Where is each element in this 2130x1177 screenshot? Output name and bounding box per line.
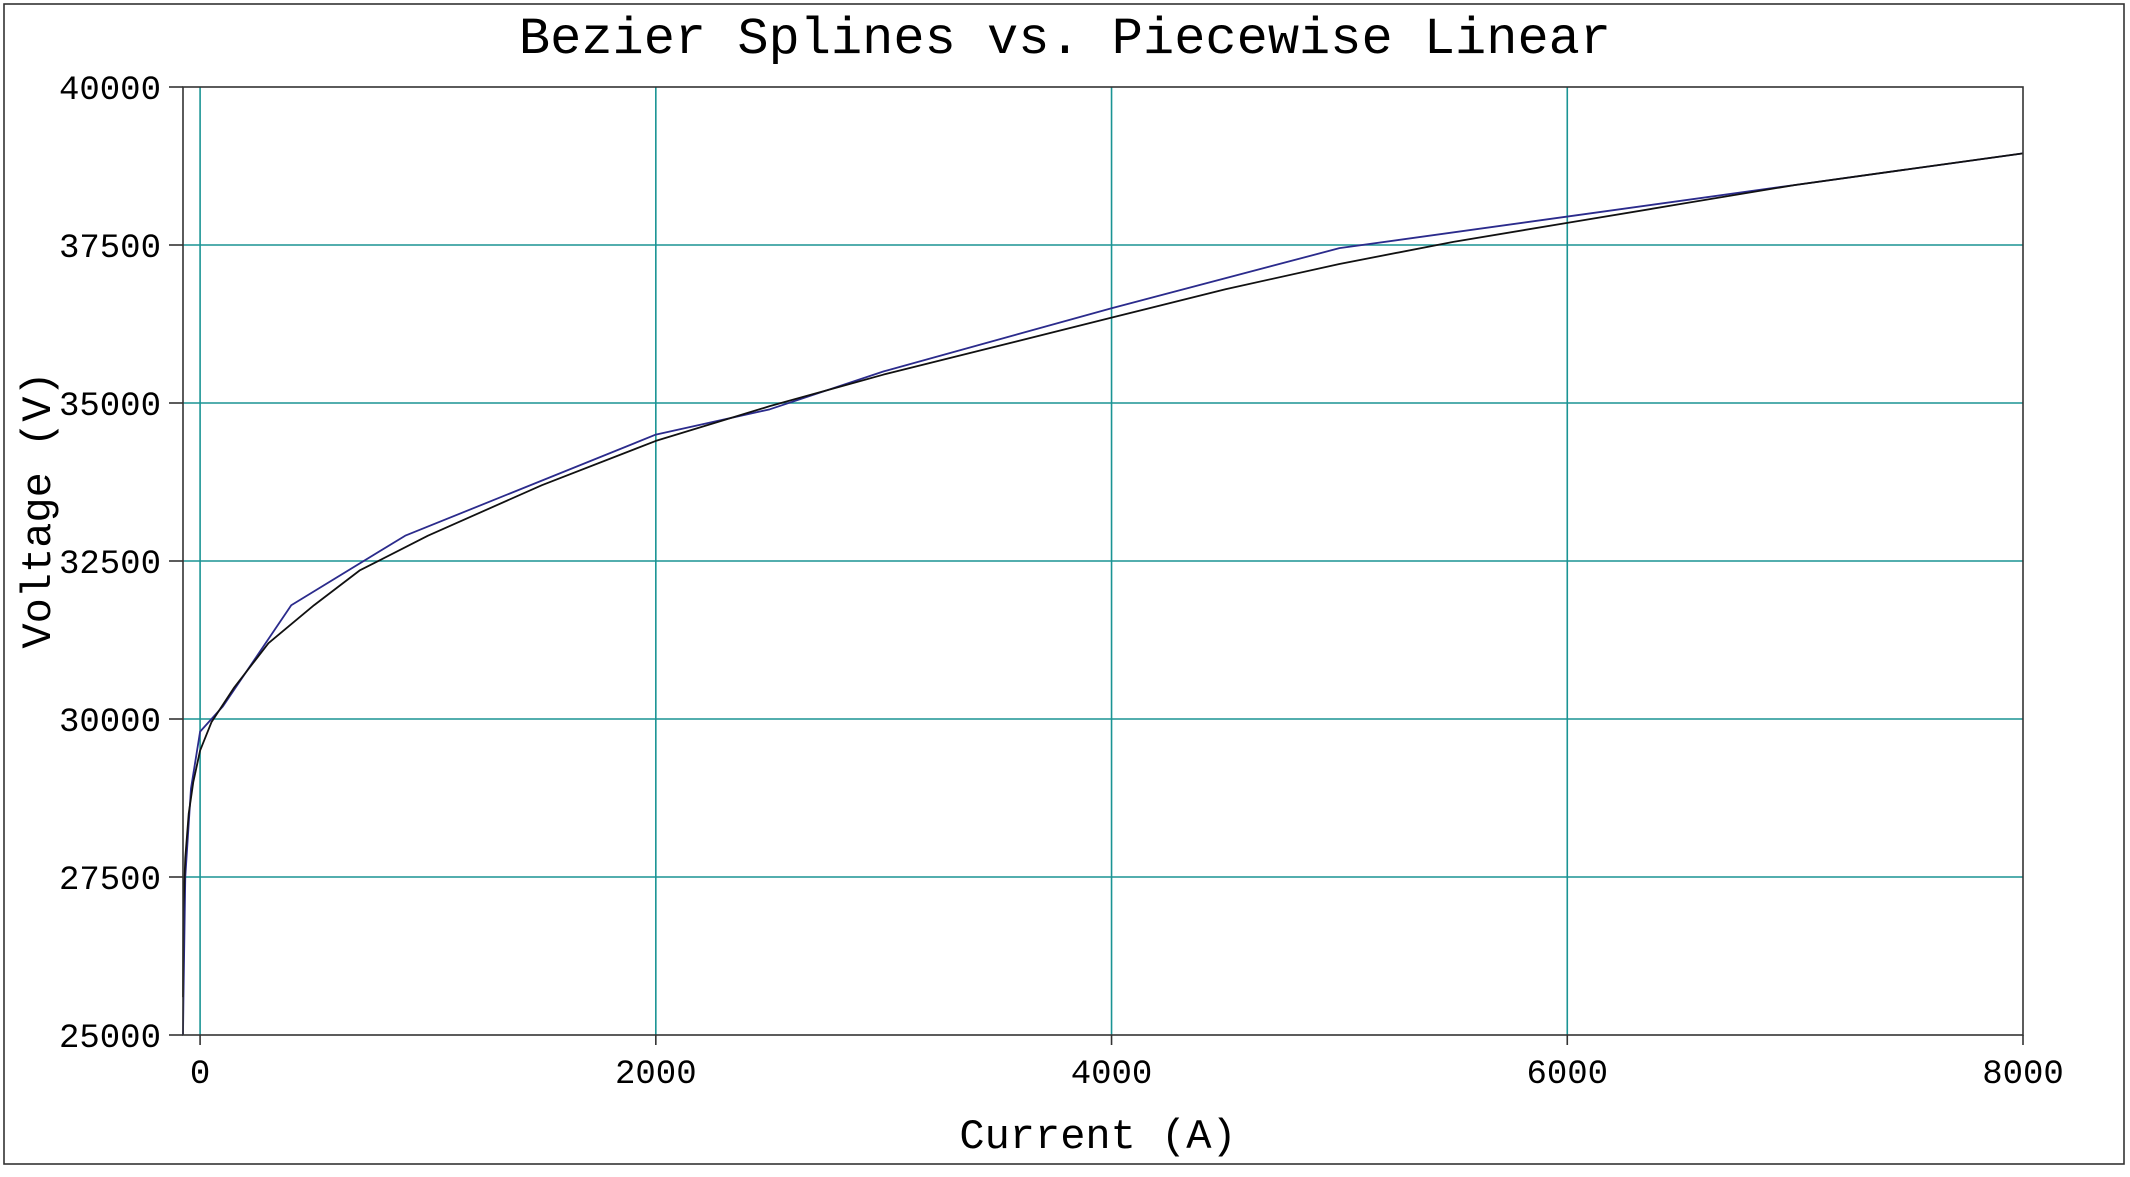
series-lines: [182, 152, 2024, 1036]
y-axis-label: Voltage (V): [15, 371, 63, 648]
outer-border: [3, 3, 2125, 1165]
grid-lines: [183, 87, 2023, 1035]
y-tick-label: 32500: [59, 546, 161, 584]
x-tick-label: 0: [190, 1056, 210, 1094]
x-tick-label: 8000: [1982, 1056, 2064, 1094]
axis-ticks: 25000 27500 30000 32500 35000 37500 40000 0 2000…: [59, 72, 2064, 1094]
x-tick-label: 2000: [615, 1056, 697, 1094]
y-tick-label: 30000: [59, 704, 161, 742]
series-line-2: [182, 152, 2024, 998]
x-tick-label: 4000: [1071, 1056, 1153, 1094]
y-tick-label: 35000: [59, 388, 161, 426]
y-tick-label: 40000: [59, 72, 161, 110]
x-axis-label: Current (A): [959, 1113, 1236, 1161]
x-tick-label: 6000: [1526, 1056, 1608, 1094]
y-tick-label: 27500: [59, 862, 161, 900]
chart-title: Bezier Splines vs. Piecewise Linear: [519, 10, 1611, 69]
y-tick-label: 37500: [59, 230, 161, 268]
y-tick-label: 25000: [59, 1020, 161, 1058]
plot-frame: [182, 86, 2024, 1036]
